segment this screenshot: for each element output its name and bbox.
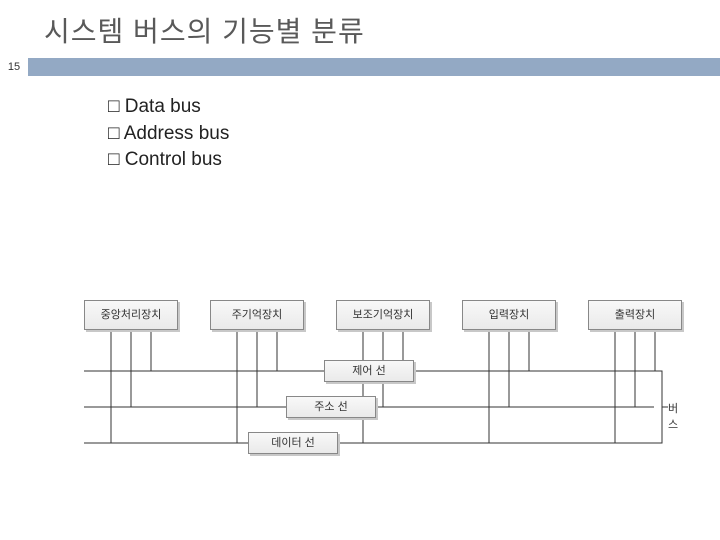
block-cpu: 중앙처리장치 (84, 300, 178, 330)
bullet-item: Control bus (108, 147, 229, 174)
bullet-item: Address bus (108, 121, 229, 148)
block-output: 출력장치 (588, 300, 682, 330)
bus-control-label: 제어 선 (324, 360, 414, 382)
bullet-item: Data bus (108, 94, 229, 121)
bus-diagram: 중앙처리장치 주기억장치 보조기억장치 입력장치 출력장치 제어 선 주소 선 … (64, 300, 672, 480)
bus-data-label: 데이터 선 (248, 432, 338, 454)
slide: 시스템 버스의 기능별 분류 15 Data bus Address bus C… (0, 0, 720, 540)
bullet-list: Data bus Address bus Control bus (108, 94, 229, 174)
block-aux-storage: 보조기억장치 (336, 300, 430, 330)
header-bar (0, 58, 720, 76)
block-input: 입력장치 (462, 300, 556, 330)
page-number: 15 (0, 58, 28, 76)
page-title: 시스템 버스의 기능별 분류 (44, 10, 365, 50)
bus-address-label: 주소 선 (286, 396, 376, 418)
block-main-memory: 주기억장치 (210, 300, 304, 330)
bus-bracket-label: 버스 (668, 400, 678, 432)
